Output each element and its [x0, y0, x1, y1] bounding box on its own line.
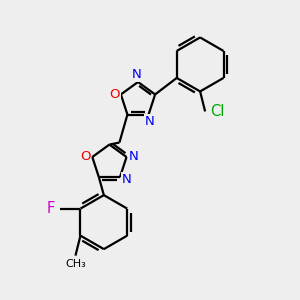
Text: O: O: [80, 151, 91, 164]
Text: F: F: [46, 201, 55, 216]
Text: N: N: [122, 172, 132, 186]
Text: N: N: [132, 68, 142, 82]
Text: CH₃: CH₃: [65, 259, 86, 269]
Text: N: N: [129, 151, 138, 164]
Text: N: N: [145, 115, 154, 128]
Text: O: O: [110, 88, 120, 101]
Text: Cl: Cl: [210, 104, 224, 119]
